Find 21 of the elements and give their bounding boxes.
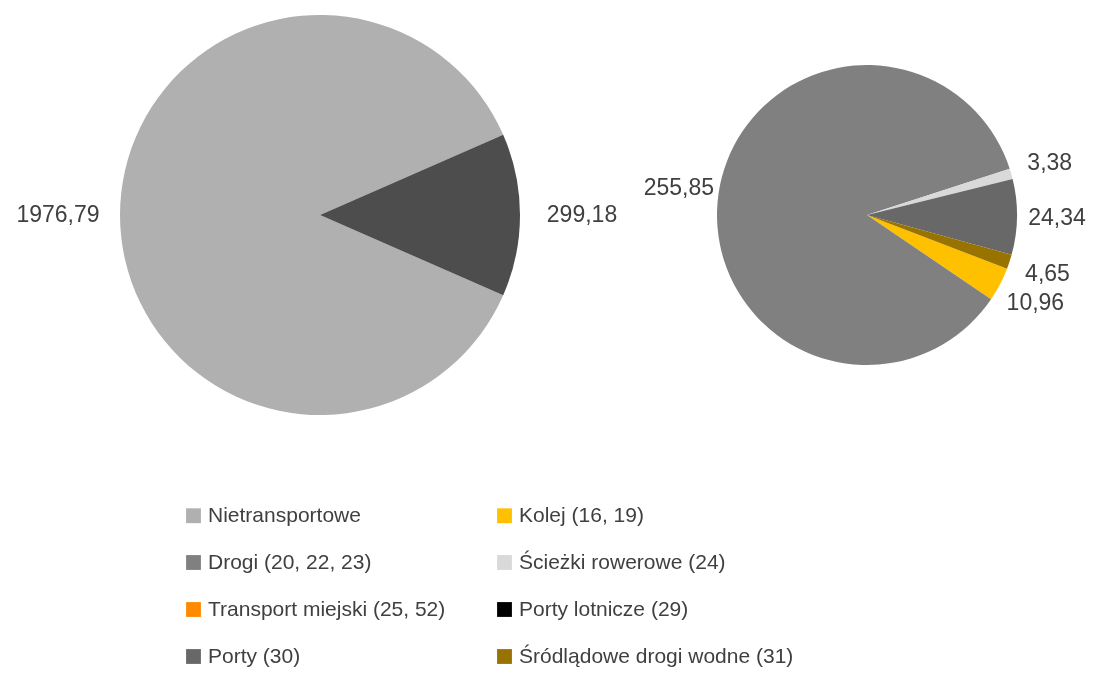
pie-slice [867, 215, 1008, 300]
pie-slice [867, 179, 1017, 255]
legend-label: Drogi (20, 22, 23) [208, 549, 372, 573]
data-label: 4,65 [1025, 260, 1070, 287]
pie-slice [717, 65, 1010, 365]
legend-label: Kolej (16, 19) [519, 502, 644, 526]
data-label: 24,34 [1028, 203, 1086, 230]
data-label: 10,96 [1006, 289, 1065, 316]
legend-label: Śródlądowe drogi wodne (31) [519, 643, 794, 667]
legend-label: Porty lotnicze (29) [519, 596, 689, 620]
legend-label: Transport miejski (25, 52) [208, 596, 446, 620]
data-label: 1976,79 [16, 201, 100, 227]
data-label: 299,18 [546, 201, 618, 227]
pie-slice [120, 15, 504, 415]
pie-slice [867, 215, 1012, 269]
legend-label: Porty (30) [208, 643, 301, 667]
pie-slice [320, 134, 520, 296]
legend-label: Ścieżki rowerowe (24) [519, 549, 726, 573]
legend-label: Nietransportowe [208, 502, 361, 526]
data-label: 3,38 [1027, 148, 1073, 175]
data-label: 255,85 [643, 174, 715, 201]
